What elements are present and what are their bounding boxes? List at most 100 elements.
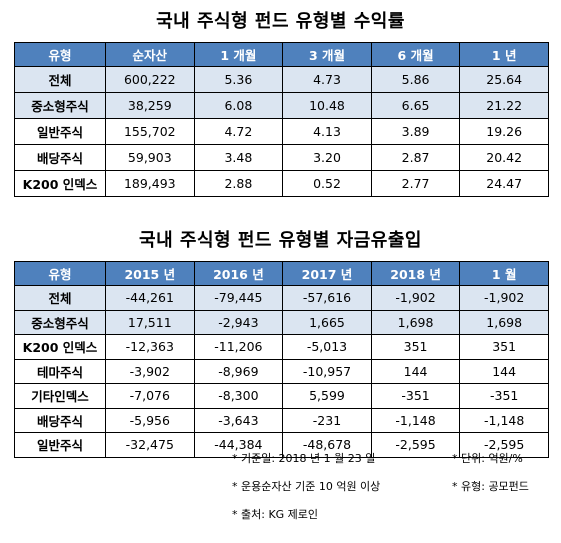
column-header: 2017 년	[282, 261, 372, 286]
note-criteria: * 운용순자산 기준 10 억원 이상	[232, 480, 381, 493]
table-cell: 351	[459, 334, 549, 360]
table-cell: 189,493	[105, 170, 195, 197]
table-cell: 59,903	[105, 144, 195, 171]
returns-table-header-row: 유형 순자산 1 개월 3 개월 6 개월 1 년	[14, 42, 549, 67]
row-label: K200 인덱스	[14, 334, 106, 360]
table-row: 배당주식 59,903 3.48 3.20 2.87 20.42	[14, 144, 549, 171]
returns-table-body: 전체 600,222 5.36 4.73 5.86 25.64 중소형주식 38,259 6.0…	[14, 66, 549, 197]
table-cell: 5.36	[193, 66, 284, 93]
table-cell: -5,013	[282, 334, 372, 360]
table-cell: 1,698	[370, 309, 461, 335]
table-cell: -351	[370, 383, 461, 409]
column-header: 유형	[14, 261, 106, 286]
table-row: 중소형주식 38,259 6.08 10.48 6.65 21.22	[14, 92, 549, 119]
table-cell: 20.42	[459, 144, 549, 171]
row-label: 배당주식	[14, 407, 106, 433]
table-cell: -7,076	[105, 383, 195, 409]
table-cell: 4.72	[193, 118, 284, 145]
table-cell: -48,678	[282, 432, 372, 458]
table-row: 일반주식 -32,475 -44,384 -48,678 -2,595 -2,595	[14, 432, 549, 458]
table-cell: 4.73	[282, 66, 372, 93]
table-cell: -57,616	[282, 285, 372, 311]
flows-table-title: 국내 주식형 펀드 유형별 자금유출입	[139, 230, 422, 251]
column-header: 유형	[14, 42, 106, 67]
table-cell: 17,511	[105, 309, 195, 335]
table-row: 기타인덱스 -7,076 -8,300 5,599 -351 -351	[14, 383, 549, 409]
table-cell: -2,595	[459, 432, 549, 458]
table-cell: -351	[459, 383, 549, 409]
table-row: 배당주식 -5,956 -3,643 -231 -1,148 -1,148	[14, 407, 549, 433]
table-cell: -3,902	[105, 358, 195, 384]
table-cell: -1,148	[370, 407, 461, 433]
table-cell: 1,665	[282, 309, 372, 335]
table-cell: 1,698	[459, 309, 549, 335]
table-row: K200 인덱스 189,493 2.88 0.52 2.77 24.47	[14, 170, 549, 197]
returns-table: 유형 순자산 1 개월 3 개월 6 개월 1 년 전체 600,222 5.36 4.73 5.…	[14, 42, 549, 197]
row-label: 배당주식	[14, 144, 106, 171]
table-cell: 351	[370, 334, 461, 360]
table-cell: 6.08	[193, 92, 284, 119]
table-cell: -3,643	[193, 407, 284, 433]
table-cell: 2.88	[193, 170, 284, 197]
flows-table-body: 전체 -44,261 -79,445 -57,616 -1,902 -1,902 중소형주식…	[14, 285, 549, 458]
row-label: 전체	[14, 66, 106, 93]
table-cell: -5,956	[105, 407, 195, 433]
table-cell: -8,969	[193, 358, 284, 384]
table-cell: 5.86	[370, 66, 461, 93]
table-cell: -1,902	[370, 285, 461, 311]
row-label: 기타인덱스	[14, 383, 106, 409]
returns-table-title: 국내 주식형 펀드 유형별 수익률	[156, 11, 405, 32]
row-label: 전체	[14, 285, 106, 311]
table-cell: 38,259	[105, 92, 195, 119]
table-cell: 19.26	[459, 118, 549, 145]
table-cell: 2.87	[370, 144, 461, 171]
table-cell: 10.48	[282, 92, 372, 119]
table-cell: 144	[370, 358, 461, 384]
table-cell: 25.64	[459, 66, 549, 93]
table-cell: 3.20	[282, 144, 372, 171]
table-cell: 5,599	[282, 383, 372, 409]
table-cell: -231	[282, 407, 372, 433]
table-cell: -1,902	[459, 285, 549, 311]
column-header: 6 개월	[370, 42, 461, 67]
table-row: 전체 600,222 5.36 4.73 5.86 25.64	[14, 66, 549, 93]
table-cell: 2.77	[370, 170, 461, 197]
table-cell: -44,384	[193, 432, 284, 458]
table-cell: -44,261	[105, 285, 195, 311]
table-cell: 24.47	[459, 170, 549, 197]
table-cell: 600,222	[105, 66, 195, 93]
column-header: 2015 년	[105, 261, 195, 286]
table-cell: 144	[459, 358, 549, 384]
table-cell: -11,206	[193, 334, 284, 360]
table-cell: 6.65	[370, 92, 461, 119]
note-source: * 출처: KG 제로인	[232, 508, 319, 521]
column-header: 2018 년	[370, 261, 461, 286]
row-label: 일반주식	[14, 118, 106, 145]
column-header: 3 개월	[282, 42, 372, 67]
table-cell: 3.48	[193, 144, 284, 171]
table-cell: 0.52	[282, 170, 372, 197]
table-cell: -2,943	[193, 309, 284, 335]
column-header: 순자산	[105, 42, 195, 67]
table-cell: 155,702	[105, 118, 195, 145]
table-cell: -1,148	[459, 407, 549, 433]
note-fund-type: * 유형: 공모펀드	[452, 480, 529, 493]
table-cell: -2,595	[370, 432, 461, 458]
table-cell: -79,445	[193, 285, 284, 311]
table-cell: 3.89	[370, 118, 461, 145]
table-row: 일반주식 155,702 4.72 4.13 3.89 19.26	[14, 118, 549, 145]
note-unit: * 단위: 억원/%	[452, 452, 523, 465]
row-label: 테마주식	[14, 358, 106, 384]
table-cell: -32,475	[105, 432, 195, 458]
table-row: 중소형주식 17,511 -2,943 1,665 1,698 1,698	[14, 309, 549, 335]
table-row: 테마주식 -3,902 -8,969 -10,957 144 144	[14, 358, 549, 384]
table-cell: -12,363	[105, 334, 195, 360]
table-cell: -10,957	[282, 358, 372, 384]
row-label: 중소형주식	[14, 92, 106, 119]
row-label: 중소형주식	[14, 309, 106, 335]
column-header: 1 개월	[193, 42, 284, 67]
table-cell: -8,300	[193, 383, 284, 409]
column-header: 1 월	[459, 261, 549, 286]
